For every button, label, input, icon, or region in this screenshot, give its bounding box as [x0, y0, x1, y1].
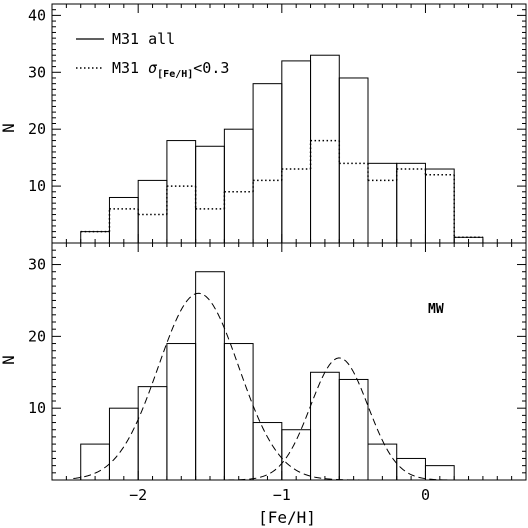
mw-annotation: MW — [428, 302, 444, 317]
top-y-tick-label: 10 — [28, 177, 46, 195]
top-y-axis-title: N — [0, 123, 18, 133]
bottom-gaussian-curve — [73, 357, 526, 481]
bottom-gaussian-curve — [73, 292, 526, 481]
legend: M31 all M31 σ[Fe/H]<0.3 — [76, 30, 229, 80]
bottom-y-tick-label: 10 — [28, 399, 46, 417]
legend-dotted-label: M31 σ[Fe/H]<0.3 — [112, 59, 229, 80]
bottom-y-tick-label: 30 — [28, 256, 46, 274]
legend-dotted-label-sub: [Fe/H] — [157, 69, 193, 80]
legend-dotted-label-tail: <0.3 — [193, 59, 229, 77]
bottom-x-tick-label: 0 — [421, 486, 430, 504]
legend-solid-label: M31 all — [112, 30, 175, 48]
bottom-y-tick-label: 20 — [28, 327, 46, 345]
legend-dotted-label-main: M31 — [112, 59, 148, 77]
top-y-tick-label: 40 — [28, 6, 46, 24]
legend-dotted-label-sigma: σ — [148, 59, 157, 77]
top-y-tick-label: 30 — [28, 63, 46, 81]
bottom-y-axis-title: N — [0, 355, 18, 365]
x-axis-title: [Fe/H] — [258, 508, 316, 527]
top-y-tick-label: 20 — [28, 120, 46, 138]
bottom-x-tick-label: −1 — [273, 486, 291, 504]
bottom-x-tick-label: −2 — [129, 486, 147, 504]
bottom-panel: 10 20 30 −2 −1 0 — [28, 242, 527, 504]
